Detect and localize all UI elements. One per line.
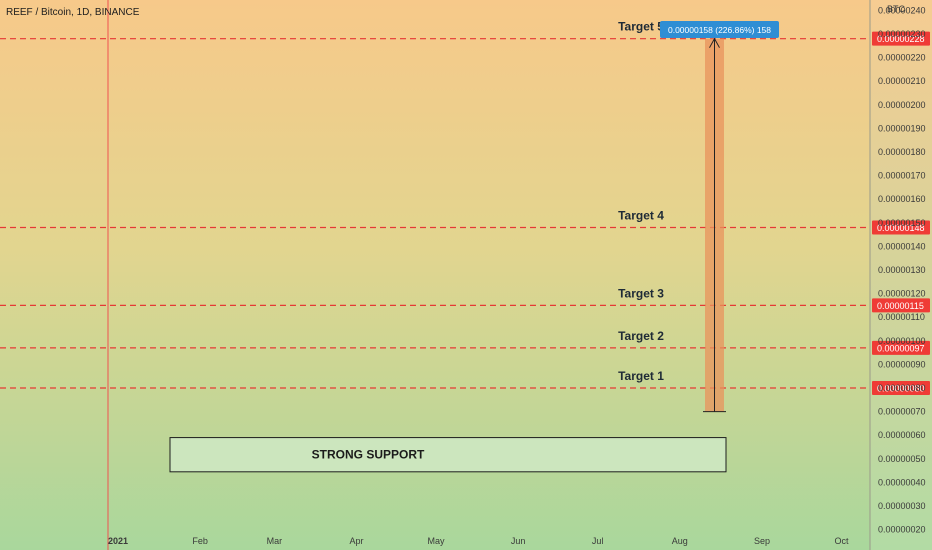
measure-label-text: 0.00000158 (226.86%) 158 bbox=[668, 25, 771, 35]
y-tick-label: 0.00000190 bbox=[878, 123, 926, 133]
y-tick-label: 0.00000090 bbox=[878, 359, 926, 369]
x-tick-label: Mar bbox=[267, 536, 283, 546]
x-tick-label: Sep bbox=[754, 536, 770, 546]
y-tick-label: 0.00000120 bbox=[878, 289, 926, 299]
x-tick-label: Feb bbox=[192, 536, 208, 546]
price-axis-background bbox=[870, 0, 932, 550]
x-tick-label: Apr bbox=[349, 536, 363, 546]
y-tick-label: 0.00000170 bbox=[878, 171, 926, 181]
chart-title: REEF / Bitcoin, 1D, BINANCE bbox=[6, 7, 140, 18]
x-tick-label: Oct bbox=[834, 536, 849, 546]
x-tick-label: Jul bbox=[592, 536, 604, 546]
support-zone-label: STRONG SUPPORT bbox=[312, 448, 425, 462]
y-tick-label: 0.00000150 bbox=[878, 218, 926, 228]
y-tick-label: 0.00000230 bbox=[878, 29, 926, 39]
y-tick-label: 0.00000110 bbox=[878, 312, 925, 322]
y-tick-label: 0.00000060 bbox=[878, 430, 926, 440]
y-tick-label: 0.00000140 bbox=[878, 241, 926, 251]
x-tick-label: 2021 bbox=[108, 536, 128, 546]
zone-layer: STRONG SUPPORT bbox=[169, 437, 727, 473]
support-zone bbox=[169, 437, 727, 473]
y-tick-label: 0.00000180 bbox=[878, 147, 926, 157]
price-level-tag bbox=[872, 31, 930, 46]
grid-layer bbox=[107, 0, 109, 550]
price-level-tag-text: 0.00000148 bbox=[877, 223, 925, 233]
y-tick-label: 0.00000210 bbox=[878, 76, 926, 86]
x-tick-label: May bbox=[427, 536, 445, 546]
target-label: Target 2 bbox=[618, 329, 664, 343]
price-level-tag-text: 0.00000097 bbox=[877, 343, 925, 353]
target-label: Target 1 bbox=[618, 369, 664, 383]
target-label: Target 4 bbox=[618, 209, 664, 223]
x-tick-label: Jun bbox=[511, 536, 526, 546]
price-level-tag-text: 0.00000228 bbox=[877, 34, 925, 44]
y-tick-label: 0.00000160 bbox=[878, 194, 926, 204]
measure-label-box bbox=[660, 21, 779, 38]
target-label: Target 5 bbox=[618, 20, 664, 34]
y-tick-label: 0.00000050 bbox=[878, 454, 926, 464]
price-level-tag bbox=[872, 298, 930, 313]
y-tick-label: 0.00000070 bbox=[878, 407, 926, 417]
x-tick-label: Aug bbox=[672, 536, 688, 546]
currency-label: BTC bbox=[887, 4, 906, 14]
overlay-layer: Target 1 0.00000080 Target 2 0.00000097 Targ… bbox=[0, 20, 930, 413]
price-level-tag bbox=[872, 381, 930, 396]
y-tick-label: 0.00000130 bbox=[878, 265, 926, 275]
y-tick-label: 0.00000220 bbox=[878, 53, 926, 63]
axis-layer: 0.00000020 0.00000030 0.00000040 0.00000050… bbox=[108, 5, 926, 546]
price-level-tag bbox=[872, 340, 930, 355]
price-level-tag bbox=[872, 220, 930, 235]
price-level-tag-text: 0.00000115 bbox=[877, 301, 924, 311]
y-tick-label: 0.00000020 bbox=[878, 525, 926, 535]
y-tick-label: 0.00000080 bbox=[878, 383, 926, 393]
y-tick-label: 0.00000200 bbox=[878, 100, 926, 110]
y-tick-label: 0.00000030 bbox=[878, 501, 926, 511]
y-tick-label: 0.00000100 bbox=[878, 336, 926, 346]
target-label: Target 3 bbox=[618, 286, 664, 300]
y-tick-label: 0.00000040 bbox=[878, 477, 926, 487]
measure-arrow-head bbox=[709, 37, 720, 48]
y-tick-label: 0.00000240 bbox=[878, 5, 926, 15]
price-level-tag-text: 0.00000080 bbox=[877, 384, 925, 394]
